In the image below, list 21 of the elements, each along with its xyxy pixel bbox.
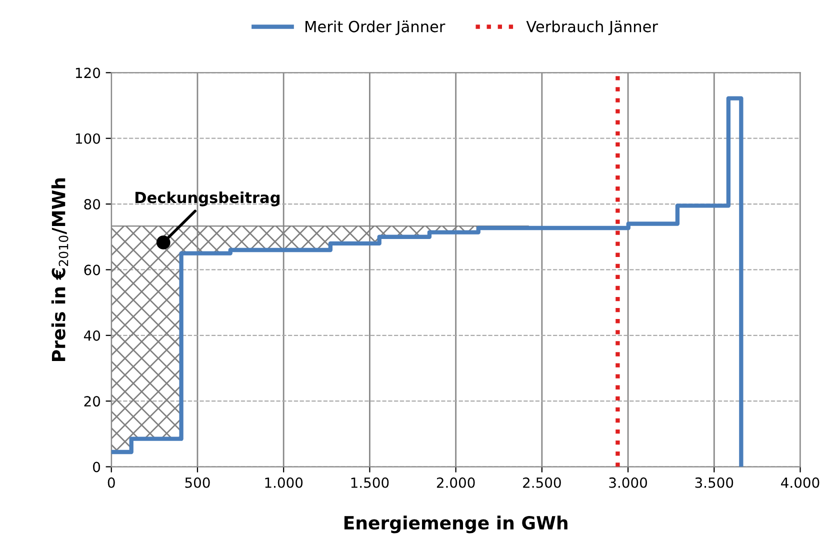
x-axis-title: Energiemenge in GWh [344,516,568,534]
legend-label: Verbrauch Jänner [526,20,658,36]
y-tick-label: 100 [76,133,100,144]
x-tick-label: 1.500 [351,477,389,488]
x-tick-label: 2.000 [436,477,475,488]
y-axis-title: Preis in €$_{2010}$/MWh [51,178,68,361]
x-tick-label: 1.000 [265,477,303,488]
y-tick-label: 120 [76,68,100,78]
y-tick-label: 60 [84,264,100,276]
x-tick-label: 2.500 [523,477,561,488]
x-tick-label: 3.000 [609,477,647,488]
x-tick-label: 3.500 [695,477,734,488]
y-tick-label: 80 [84,199,100,210]
y-tick-label: 0 [93,462,100,472]
y-tick-label: 20 [84,396,100,407]
x-tick-label: 4.000 [781,477,820,488]
legend-label: Merit Order Jänner [306,20,446,36]
annotation: Deckungsbeitrag [136,191,280,206]
x-tick-label: 0 [108,477,115,488]
y-tick-label: 40 [84,330,100,341]
x-tick-label: 500 [185,477,210,488]
